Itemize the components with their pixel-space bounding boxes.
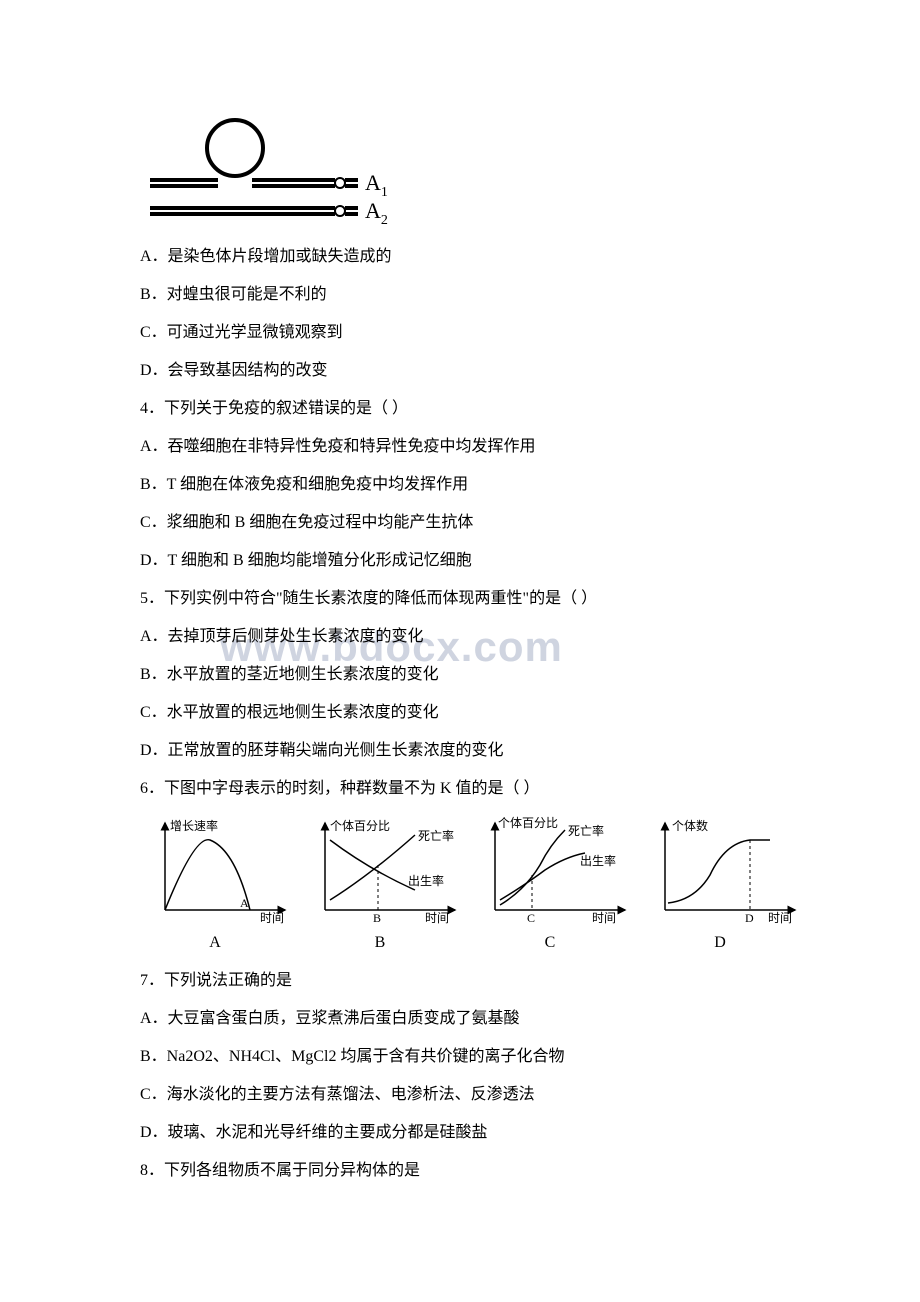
q4-option-c: C．浆细胞和 B 细胞在免疫过程中均能产生抗体 bbox=[140, 511, 780, 535]
chart-b-caption: B bbox=[300, 931, 460, 955]
q7-option-d: D．玻璃、水泥和光导纤维的主要成分都是硅酸盐 bbox=[140, 1121, 780, 1145]
q5-stem: 5．下列实例中符合"随生长素浓度的降低而体现两重性"的是（ ） bbox=[140, 587, 780, 611]
svg-text:死亡率: 死亡率 bbox=[418, 828, 454, 843]
q4-option-b: B．T 细胞在体液免疫和细胞免疫中均发挥作用 bbox=[140, 473, 780, 497]
svg-text:D: D bbox=[745, 911, 754, 925]
svg-text:时间: 时间 bbox=[768, 911, 792, 925]
chart-c-caption: C bbox=[470, 931, 630, 955]
q5-option-d: D．正常放置的胚芽鞘尖端向光侧生长素浓度的变化 bbox=[140, 739, 780, 763]
svg-text:时间: 时间 bbox=[425, 911, 449, 925]
svg-text:A: A bbox=[240, 896, 249, 910]
chart-c: 个体百分比 死亡率 出生率 C 时间 C bbox=[470, 815, 630, 955]
q3-option-b: B．对蝗虫很可能是不利的 bbox=[140, 283, 780, 307]
charts-row: 增长速率 A 时间 A 个体百分比 死亡率 出生率 B 时间 bbox=[140, 815, 780, 955]
chart-a-caption: A bbox=[140, 931, 290, 955]
q7-stem: 7．下列说法正确的是 bbox=[140, 969, 780, 993]
chart-a: 增长速率 A 时间 A bbox=[140, 815, 290, 955]
q4-stem: 4．下列关于免疫的叙述错误的是（ ） bbox=[140, 397, 780, 421]
svg-text:出生率: 出生率 bbox=[408, 873, 444, 888]
svg-text:个体数: 个体数 bbox=[672, 818, 708, 833]
chart-b: 个体百分比 死亡率 出生率 B 时间 B bbox=[300, 815, 460, 955]
svg-text:出生率: 出生率 bbox=[580, 853, 616, 868]
page-root: A1 A2 A．是染色体片段增加或缺失造成的 B．对蝗虫很可能是不利的 C．可通… bbox=[0, 0, 920, 1257]
svg-text:死亡率: 死亡率 bbox=[568, 823, 604, 838]
svg-text:个体百分比: 个体百分比 bbox=[330, 819, 390, 833]
q6-stem: 6．下图中字母表示的时刻，种群数量不为 K 值的是（ ） bbox=[140, 777, 780, 801]
q8-stem: 8．下列各组物质不属于同分异构体的是 bbox=[140, 1159, 780, 1183]
q3-option-a: A．是染色体片段增加或缺失造成的 bbox=[140, 245, 780, 269]
label-a2: A2 bbox=[365, 198, 388, 228]
q3-option-d: D．会导致基因结构的改变 bbox=[140, 359, 780, 383]
q5-option-a: www.bdocx.com A．去掉顶芽后侧芽处生长素浓度的变化 bbox=[140, 625, 780, 649]
q4-option-a: A．吞噬细胞在非特异性免疫和特异性免疫中均发挥作用 bbox=[140, 435, 780, 459]
svg-text:个体百分比: 个体百分比 bbox=[498, 816, 558, 830]
svg-text:B: B bbox=[373, 911, 381, 925]
chart-d-caption: D bbox=[640, 931, 800, 955]
svg-text:时间: 时间 bbox=[592, 911, 616, 925]
q7-option-b: B．Na2O2、NH4Cl、MgCl2 均属于含有共价键的离子化合物 bbox=[140, 1045, 780, 1069]
q4-option-d: D．T 细胞和 B 细胞均能增殖分化形成记忆细胞 bbox=[140, 549, 780, 573]
svg-text:时间: 时间 bbox=[260, 911, 284, 925]
q7-option-c: C．海水淡化的主要方法有蒸馏法、电渗析法、反渗透法 bbox=[140, 1083, 780, 1107]
label-a1: A1 bbox=[365, 170, 388, 200]
chromosome-diagram: A1 A2 bbox=[140, 110, 780, 230]
svg-text:增长速率: 增长速率 bbox=[170, 818, 218, 833]
q5-option-c: C．水平放置的根远地侧生长素浓度的变化 bbox=[140, 701, 780, 725]
chart-d: 个体数 D 时间 D bbox=[640, 815, 800, 955]
svg-text:C: C bbox=[527, 911, 535, 925]
q3-option-c: C．可通过光学显微镜观察到 bbox=[140, 321, 780, 345]
q7-option-a: A．大豆富含蛋白质，豆浆煮沸后蛋白质变成了氨基酸 bbox=[140, 1007, 780, 1031]
q5-option-b: B．水平放置的茎近地侧生长素浓度的变化 bbox=[140, 663, 780, 687]
